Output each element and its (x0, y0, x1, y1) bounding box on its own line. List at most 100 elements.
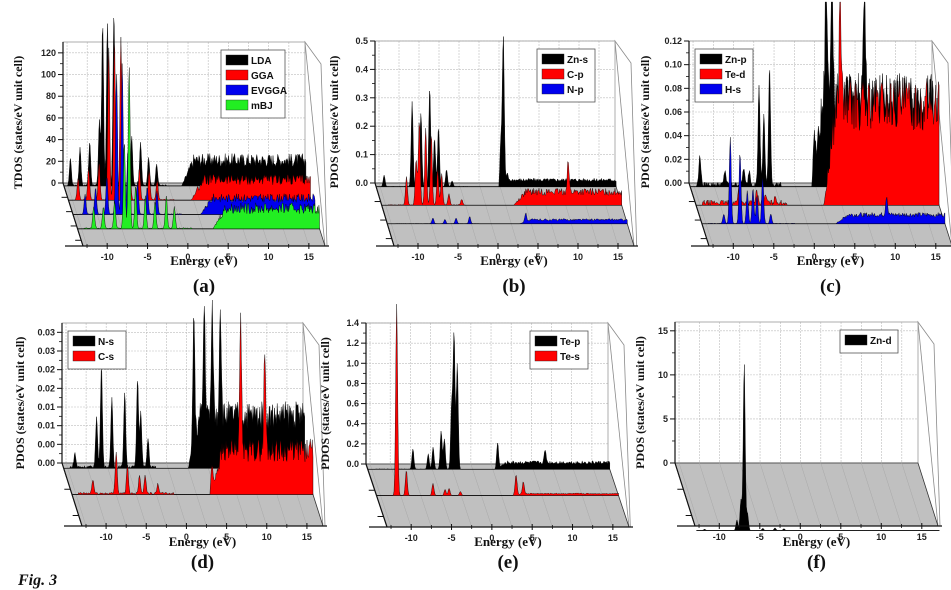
floor-grid-line (881, 462, 902, 527)
x-axis-title: Energy (eV) (170, 253, 238, 268)
depth-axis (688, 182, 710, 247)
series-c-s (72, 312, 314, 495)
y-tick-label: 60 (46, 113, 56, 123)
x-tick-label: -5 (144, 252, 152, 262)
y-tick-label: 0.02 (37, 383, 55, 393)
y-tick-label: 0.5 (355, 36, 368, 46)
y-tick-label: 0.01 (37, 421, 55, 431)
series-n-s (63, 299, 305, 469)
floor-grid-line (719, 462, 740, 527)
series-area (376, 304, 619, 496)
legend-swatch (225, 84, 249, 96)
x-tick-label: -5 (454, 252, 462, 262)
x-tick-label: 5 (838, 532, 843, 542)
legend-swatch (72, 350, 96, 362)
x-tick-label: -5 (142, 532, 150, 542)
y-tick-label: 0.12 (664, 36, 682, 46)
y-tick-label: 0.4 (355, 64, 368, 74)
legend-label: Zn-s (567, 55, 589, 66)
series-area (381, 122, 622, 206)
depth-axis (374, 182, 395, 247)
legend-label: LDA (251, 56, 272, 67)
floor-grid-line (820, 462, 842, 527)
y-tick-label: 0.01 (37, 402, 55, 412)
floor-grid-line (478, 182, 499, 247)
x-tick-label: 15 (931, 252, 941, 262)
y-tick-label: 5 (663, 414, 668, 424)
legend-label: Zn-p (725, 55, 747, 66)
y-tick-label: 0.10 (664, 60, 682, 70)
y-tick-label: 0.00 (37, 439, 55, 449)
chart-panel-e: -10 -5 0 5 10 15 0.0 0.2 0.4 0.6 0.8 1.0 1.2 1.4 PDOS … (318, 304, 633, 573)
panel-label: (a) (193, 276, 215, 297)
series-area (367, 332, 611, 470)
legend-label: Te-p (560, 337, 580, 348)
x-axis-title: Energy (eV) (480, 253, 548, 268)
y-tick-label: 15 (658, 326, 668, 336)
y-tick-label: 80 (46, 91, 56, 101)
x-tick-label: -10 (713, 532, 726, 542)
series-mbj (77, 67, 320, 230)
floor-grid-line (861, 462, 882, 527)
y-tick-label: 10 (658, 370, 668, 380)
legend: Zn-d (839, 329, 899, 354)
y-tick-label: 0.0 (355, 178, 368, 188)
x-tick-label: 10 (264, 252, 274, 262)
figure-caption: Fig. 3 (18, 572, 58, 589)
x-tick-label: 0 (495, 252, 500, 262)
x-tick-label: 10 (262, 532, 272, 542)
x-tick-label: 5 (535, 252, 540, 262)
legend-swatch (225, 69, 249, 81)
y-tick-label: 0.0 (346, 459, 359, 469)
series-area (72, 312, 314, 495)
legend-swatch (225, 54, 249, 66)
y-tick-label: 0.02 (37, 365, 55, 375)
series-c-p (381, 122, 622, 206)
series-area (77, 67, 320, 230)
y-tick-label: 0 (663, 458, 668, 468)
x-tick-label: 10 (568, 533, 578, 543)
floor-grid-line (398, 182, 419, 247)
x-tick-label: 10 (876, 532, 886, 542)
x-tick-label: 15 (304, 252, 314, 262)
legend-label: Te-d (725, 70, 745, 81)
floor-grid-line (733, 182, 754, 247)
y-tick-label: 0.2 (346, 439, 359, 449)
y-axis-title: TDOS (states/eV unit cell) (11, 56, 25, 189)
x-tick-label: 10 (890, 252, 900, 262)
y-tick-label: 0.03 (37, 346, 55, 356)
chart-panel-b: -10 -5 0 5 10 15 0.0 0.1 0.2 0.3 0.4 0.5 PDOS (state… (327, 36, 638, 297)
legend-label: H-s (725, 85, 742, 96)
legend: Te-p Te-s (529, 330, 589, 370)
legend: Zn-s C-p N-p (536, 48, 596, 103)
legend-swatch (534, 350, 558, 362)
x-tick-label: 5 (224, 532, 229, 542)
y-tick-label: 0.02 (664, 154, 682, 164)
y-tick-label: 1.0 (346, 358, 359, 368)
floor-grid-line (458, 182, 479, 247)
floor-grid-line (759, 462, 781, 527)
y-tick-label: 0.06 (664, 107, 682, 117)
y-tick-label: 40 (46, 135, 56, 145)
series-area (696, 364, 940, 531)
floor-grid-line (699, 462, 720, 527)
legend-label: Zn-d (870, 336, 892, 347)
legend-swatch (699, 53, 723, 65)
x-tick-label: 5 (530, 533, 535, 543)
series-area (387, 212, 628, 225)
x-tick-label: 0 (185, 252, 190, 262)
legend: LDA GGA EVGGA mBJ (220, 49, 287, 119)
floor-grid-line (800, 462, 821, 527)
series-te-d (695, 1, 940, 206)
x-axis-title: Energy (eV) (474, 534, 542, 549)
panel-label: (e) (497, 552, 518, 573)
floor-grid-line (901, 462, 923, 527)
y-tick-label: 0.8 (346, 378, 359, 388)
floor-grid-line (794, 182, 815, 247)
series-area (701, 137, 946, 225)
floor-grid-line (692, 182, 714, 247)
y-tick-label: 0.04 (664, 131, 682, 141)
legend-label: C-p (567, 70, 584, 81)
y-tick-label: 0.1 (355, 150, 368, 160)
y-tick-label: 0.6 (346, 399, 359, 409)
